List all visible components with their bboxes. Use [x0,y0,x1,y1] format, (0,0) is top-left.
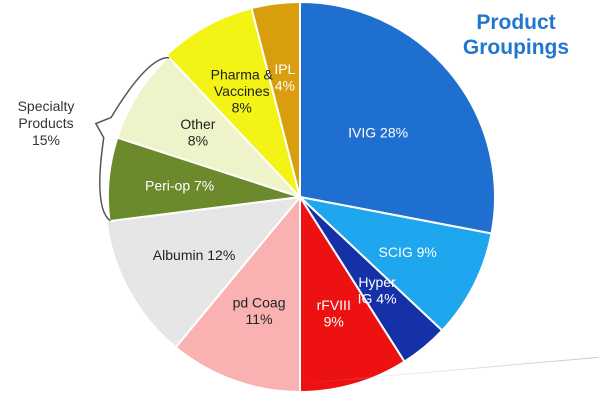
pie-label-hyper-ig: Hyper IG 4% [358,274,397,307]
pie-label-ivig: IVIG 28% [348,124,408,140]
specialty-products-label: Specialty Products 15% [4,98,88,149]
pie-label-scig: SCIG 9% [379,244,437,260]
specialty-products-label-line-1: Specialty [17,98,75,114]
pie-label-ipl: IPL 4% [274,61,295,94]
specialty-products-bracket [94,56,170,222]
pie-slice-ivig [299,0,496,235]
specialty-products-label-line-2: Products [18,115,74,131]
pie-label-pharma-vaccines: Pharma & Vaccines 8% [211,67,274,116]
pie-slice-albumin [105,195,303,349]
pie-label-rfviii: rFVIII 9% [317,297,351,330]
pie-slice-pharma-vaccines [165,6,301,198]
pie-slice-ipl [250,0,301,198]
pie-slice-rfviii [299,193,406,394]
pie-label-albumin: Albumin 12% [153,247,236,263]
chart-title: Product Groupings [446,10,586,60]
specialty-products-label-line-3: 15% [31,132,61,148]
pie-label-peri-op: Peri-op 7% [145,178,214,194]
pie-slice-pd-coag [174,194,301,394]
pie-label-pd-coag: pd Coag 11% [233,295,286,328]
pie-slices [105,0,496,394]
chart-title-line-2: Groupings [462,36,570,59]
pie-slice-scig [296,195,493,332]
pie-label-other: Other 8% [180,116,215,149]
chart-title-line-1: Product [476,11,556,34]
pie-labels: IVIG 28% SCIG 9% Hyper IG 4%rFVIII 9% pd Coag… [145,61,437,330]
